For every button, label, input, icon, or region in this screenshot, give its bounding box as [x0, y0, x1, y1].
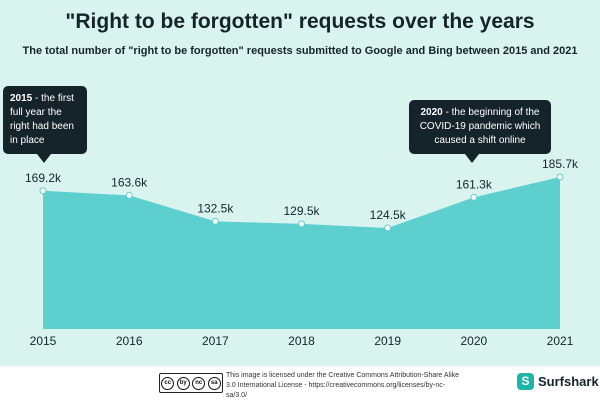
- area-series: [43, 177, 560, 329]
- x-tick-label: 2017: [202, 334, 229, 348]
- data-point: [470, 193, 478, 201]
- data-point: [384, 224, 392, 232]
- data-label: 132.5k: [197, 201, 234, 215]
- sa-icon: sa: [207, 376, 221, 390]
- by-icon: by: [176, 376, 190, 390]
- nc-icon: nc: [192, 376, 206, 390]
- annotation-2020-year: 2020: [420, 107, 443, 118]
- chart-subtitle: The total number of "right to be forgott…: [22, 45, 578, 57]
- surfshark-logo-icon: S: [517, 372, 534, 390]
- annotation-2020: 2020 - the beginning of the COVID-19 pan…: [409, 100, 551, 163]
- annotation-2015-year: 2015: [10, 93, 33, 104]
- data-point: [125, 191, 133, 199]
- data-point: [298, 220, 305, 228]
- cc-license-badge: cc by nc sa: [159, 373, 223, 393]
- x-tick-label: 2018: [288, 334, 315, 348]
- data-point: [556, 173, 564, 181]
- data-label: 129.5k: [283, 204, 320, 218]
- data-label: 124.5k: [370, 208, 407, 222]
- brand: S Surfshark: [517, 371, 599, 391]
- x-tick-label: 2019: [374, 334, 401, 348]
- x-tick-label: 2020: [460, 334, 487, 348]
- data-label: 169.2k: [25, 171, 62, 185]
- data-label: 185.7k: [542, 157, 579, 171]
- data-point: [211, 217, 219, 225]
- annotation-2015: 2015 - the first full year the right had…: [3, 86, 87, 163]
- brand-name: Surfshark: [538, 373, 599, 389]
- cc-icon: cc: [161, 376, 175, 390]
- x-tick-label: 2021: [547, 334, 574, 348]
- license-text: This image is licensed under the Creativ…: [226, 372, 460, 399]
- x-tick-label: 2016: [116, 334, 143, 348]
- x-tick-label: 2015: [30, 334, 57, 348]
- annotation-2020-text: - the beginning of the COVID-19 pandemic…: [419, 107, 541, 146]
- data-label: 161.3k: [456, 177, 493, 191]
- annotation-2015-text: - the first full year the right had been…: [10, 93, 74, 146]
- data-point: [39, 187, 47, 195]
- data-label: 163.6k: [111, 175, 148, 189]
- chart-title: "Right to be forgotten" requests over th…: [65, 10, 535, 33]
